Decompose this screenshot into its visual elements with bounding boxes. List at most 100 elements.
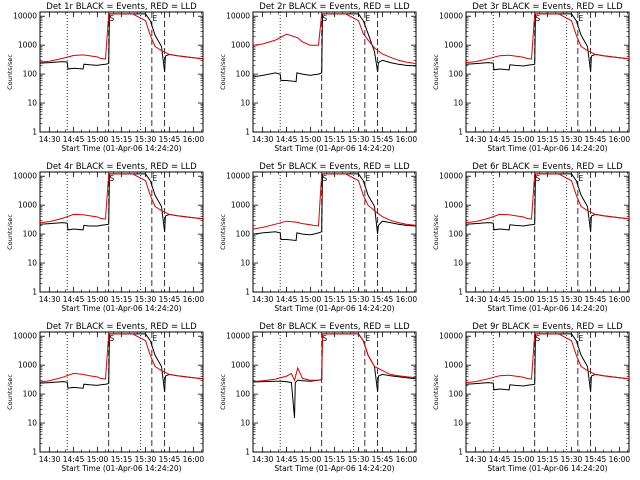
y-tick-label: 10 (453, 419, 463, 428)
x-tick-label: 15:45 (159, 295, 181, 304)
panel-title: Det 9r BLACK = Events, RED = LLD (472, 322, 623, 332)
y-axis-label: Counts/sec (432, 54, 440, 90)
events-series-line (253, 13, 416, 83)
start-marker: S (535, 14, 540, 23)
x-tick-label: 15:45 (585, 455, 607, 464)
y-axis-label: Counts/sec (432, 374, 440, 410)
y-axis-label: Counts/sec (6, 374, 14, 410)
start-marker: S (535, 334, 540, 343)
x-tick-label: 14:45 (276, 295, 298, 304)
panel-title: Det 4r BLACK = Events, RED = LLD (46, 162, 197, 172)
y-axis-label: Counts/sec (219, 374, 227, 410)
y-tick-label: 1 (245, 128, 250, 137)
panel-title: Det 7r BLACK = Events, RED = LLD (46, 322, 197, 332)
y-tick-label: 10000 (226, 172, 250, 181)
x-tick-label: 15:00 (300, 135, 322, 144)
x-tick-label: 14:30 (39, 455, 61, 464)
lld-series-line (40, 333, 203, 383)
y-tick-label: 100 (449, 70, 464, 79)
end-marker: E (365, 174, 370, 183)
y-tick-label: 100 (449, 230, 464, 239)
y-tick-label: 10000 (13, 12, 37, 21)
plot-frame (252, 11, 417, 133)
x-tick-label: 14:45 (489, 455, 511, 464)
panel-4: Det 4r BLACK = Events, RED = LLD 1 10 100 10… (6, 162, 204, 313)
panel-2: Det 2r BLACK = Events, RED = LLD 1 10 100 10… (219, 2, 417, 153)
x-tick-label: 15:15 (537, 455, 559, 464)
x-tick-label: 15:00 (300, 295, 322, 304)
events-series-line (466, 173, 629, 232)
y-tick-label: 10000 (13, 332, 37, 341)
y-tick-label: 1000 (18, 201, 37, 210)
lld-series-line (40, 173, 203, 224)
y-tick-label: 1000 (231, 41, 250, 50)
y-tick-label: 1000 (444, 41, 463, 50)
x-tick-label: 15:30 (348, 135, 370, 144)
x-tick-label: 14:45 (63, 135, 85, 144)
x-axis-label: Start Time (01-Apr-06 14:24:20) (274, 144, 394, 153)
y-tick-label: 10 (27, 419, 37, 428)
y-tick-label: 10 (27, 99, 37, 108)
x-axis-label: Start Time (01-Apr-06 14:24:20) (61, 464, 181, 473)
x-tick-label: 16:00 (609, 295, 631, 304)
x-tick-label: 15:00 (87, 455, 109, 464)
x-tick-label: 14:45 (63, 455, 85, 464)
x-tick-label: 16:00 (183, 295, 205, 304)
events-series-line (466, 13, 629, 72)
y-tick-label: 1 (245, 448, 250, 457)
y-tick-label: 10000 (13, 172, 37, 181)
y-tick-label: 1 (245, 288, 250, 297)
x-axis-label: Start Time (01-Apr-06 14:24:20) (61, 144, 181, 153)
x-tick-label: 15:00 (513, 295, 535, 304)
plot-frame (465, 11, 630, 133)
plot-frame (39, 331, 204, 453)
y-tick-label: 10000 (439, 12, 463, 21)
end-marker: E (152, 334, 157, 343)
x-tick-label: 16:00 (396, 455, 418, 464)
x-tick-label: 15:45 (372, 295, 394, 304)
y-axis-label: Counts/sec (6, 214, 14, 250)
panel-6: Det 6r BLACK = Events, RED = LLD 1 10 100 10… (432, 162, 630, 313)
y-tick-label: 1000 (444, 361, 463, 370)
x-tick-label: 16:00 (183, 455, 205, 464)
x-tick-label: 14:45 (276, 135, 298, 144)
lld-series-line (253, 333, 416, 383)
x-tick-label: 14:45 (63, 295, 85, 304)
x-tick-label: 16:00 (396, 135, 418, 144)
y-tick-label: 1000 (231, 201, 250, 210)
end-marker: E (578, 14, 583, 23)
panel-title: Det 2r BLACK = Events, RED = LLD (259, 2, 410, 12)
events-series-line (40, 13, 203, 72)
y-axis-label: Counts/sec (219, 214, 227, 250)
x-tick-label: 15:15 (324, 135, 346, 144)
plot-frame (465, 331, 630, 453)
plot-frame (465, 171, 630, 293)
x-tick-label: 15:45 (159, 135, 181, 144)
y-tick-label: 1000 (18, 361, 37, 370)
y-tick-label: 10000 (226, 332, 250, 341)
events-series-line (466, 333, 629, 392)
y-tick-label: 100 (449, 390, 464, 399)
y-tick-label: 1000 (18, 41, 37, 50)
events-series-line (40, 173, 203, 232)
start-marker: S (322, 334, 327, 343)
x-tick-label: 15:45 (372, 135, 394, 144)
x-tick-label: 15:30 (348, 455, 370, 464)
y-tick-label: 10000 (439, 172, 463, 181)
start-marker: S (322, 174, 327, 183)
end-marker: E (152, 14, 157, 23)
x-tick-label: 14:30 (252, 135, 274, 144)
x-tick-label: 15:00 (513, 135, 535, 144)
end-marker: E (578, 334, 583, 343)
x-tick-label: 14:30 (252, 455, 274, 464)
y-axis-label: Counts/sec (219, 54, 227, 90)
x-tick-label: 14:30 (252, 295, 274, 304)
start-marker: S (535, 174, 540, 183)
y-tick-label: 1 (458, 288, 463, 297)
end-marker: E (365, 334, 370, 343)
panel-5: Det 5r BLACK = Events, RED = LLD 1 10 100 10… (219, 162, 417, 313)
y-tick-label: 100 (23, 230, 38, 239)
x-tick-label: 15:00 (87, 135, 109, 144)
y-tick-label: 100 (23, 70, 38, 79)
y-tick-label: 100 (236, 230, 251, 239)
